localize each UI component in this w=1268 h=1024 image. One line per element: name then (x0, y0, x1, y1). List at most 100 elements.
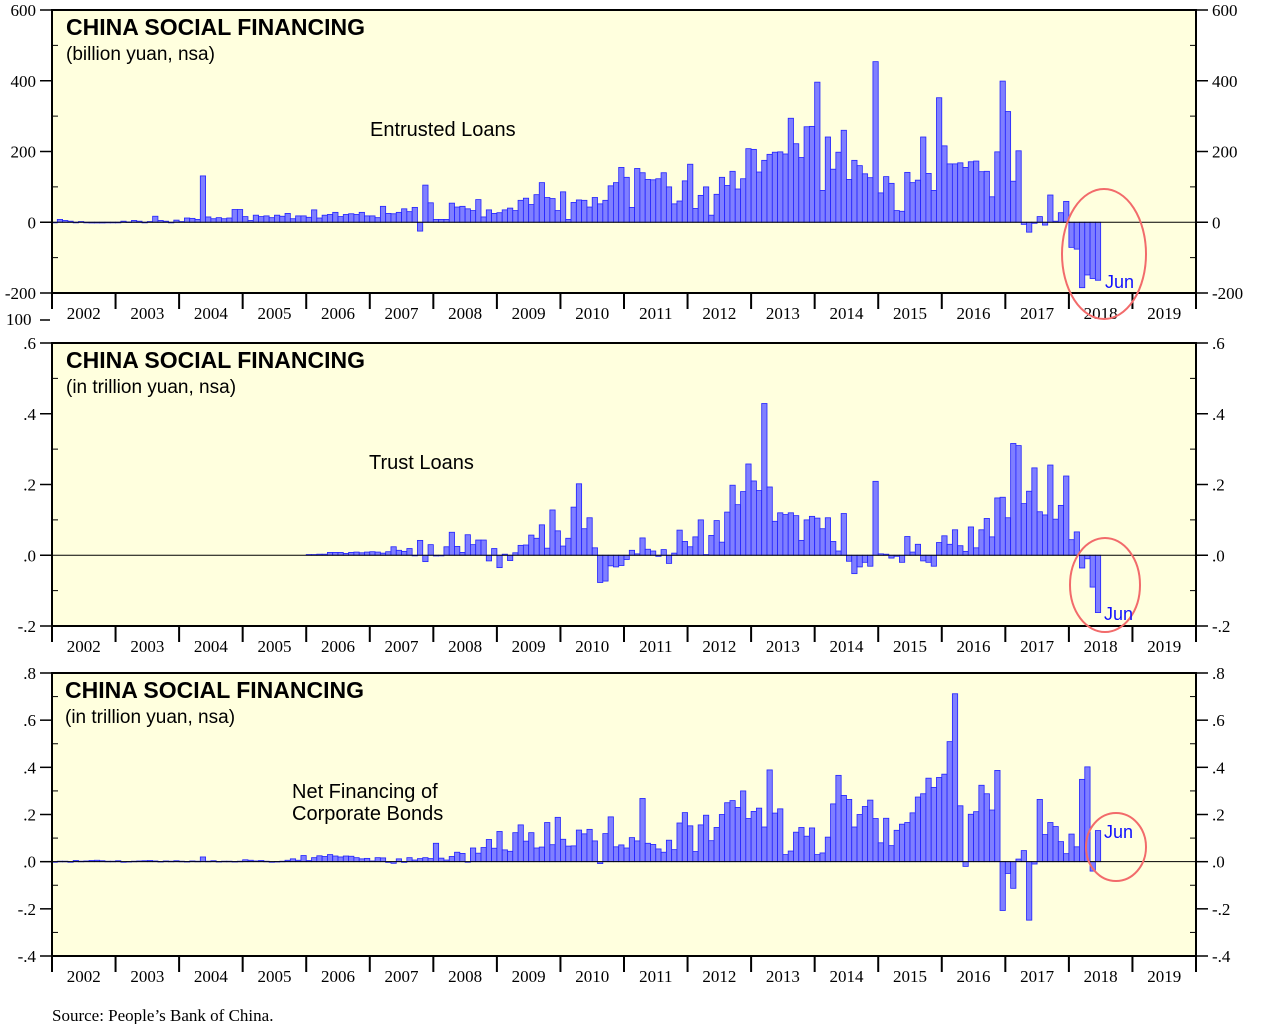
bar (989, 196, 996, 223)
bar (607, 185, 614, 223)
y-tick-label-left: .2 (23, 806, 36, 825)
bar (549, 509, 556, 556)
y-tick-label-right: 600 (1212, 1, 1238, 20)
bar (1079, 778, 1086, 863)
bar (1068, 221, 1075, 248)
x-tick-label: 2016 (957, 967, 991, 986)
bar (824, 517, 831, 556)
bar (342, 214, 349, 223)
bar (199, 856, 207, 863)
bar (274, 214, 281, 223)
bar (745, 818, 752, 863)
bar (846, 799, 853, 863)
bar (798, 827, 805, 863)
source-note: Source: People’s Bank of China. (52, 1006, 273, 1024)
y-tick-label-right: 200 (1212, 143, 1238, 162)
x-tick-label: 2011 (639, 637, 672, 656)
bar (189, 217, 196, 223)
bar (289, 218, 297, 223)
bar (872, 61, 879, 223)
bar (364, 215, 371, 223)
bar (385, 213, 392, 223)
annotation-jun: Jun (1104, 604, 1133, 624)
annotation-circle (1061, 188, 1147, 320)
bar (983, 518, 990, 556)
bar (268, 217, 275, 223)
bar (517, 199, 524, 223)
y-tick-label-left: .0 (23, 853, 36, 872)
bar (522, 197, 530, 223)
bar (607, 554, 614, 567)
x-tick-label: 2006 (321, 304, 355, 323)
bar (1084, 554, 1091, 560)
bar (581, 199, 588, 223)
bar (660, 172, 667, 223)
bar (501, 209, 508, 223)
bar (967, 813, 974, 863)
x-tick-label: 2004 (194, 637, 229, 656)
x-tick-label: 2013 (766, 637, 800, 656)
bar (480, 539, 487, 556)
bar (930, 190, 937, 223)
bar (1042, 834, 1049, 863)
bar (522, 840, 530, 863)
y-tick-label-left: .6 (23, 334, 36, 353)
bar (628, 837, 635, 863)
panel-entrusted-loans: 600 600 400 400 200 200 0 0 -200 -200 2002 2003 2004… (5, 1, 1243, 323)
bar (798, 157, 805, 223)
bar (1089, 554, 1096, 588)
bar (379, 205, 387, 223)
bar (978, 529, 985, 556)
series-label-line-1: Net Financing of (292, 781, 438, 803)
y-tick-label-right: .0 (1212, 546, 1225, 565)
bar (893, 829, 900, 863)
bar (803, 126, 810, 223)
bar (623, 176, 630, 223)
y-tick-label-right: .2 (1212, 806, 1225, 825)
bar (819, 852, 826, 863)
bar (808, 515, 816, 556)
x-tick-label: 2009 (512, 304, 546, 323)
bar (904, 822, 911, 863)
y-tick-label-left: -.2 (18, 900, 36, 919)
bar (231, 209, 238, 223)
bar (311, 857, 318, 863)
bar (618, 844, 625, 863)
bar (925, 554, 932, 563)
stray-axis-label: 100 (6, 310, 32, 329)
y-tick-label-right: .4 (1212, 758, 1225, 777)
y-tick-label-right: .2 (1212, 476, 1225, 495)
bar (369, 215, 376, 223)
bar (851, 554, 858, 575)
panel-trust-loans: .6 .6 .4 .4 .2 .2 .0 .0 -.2 -.2 2002 2003 2004 2005 20… (18, 334, 1231, 656)
bar (258, 216, 265, 223)
bar (485, 209, 492, 223)
bar (660, 851, 667, 863)
bar (914, 179, 921, 223)
bar (560, 838, 567, 863)
x-tick-label: 2008 (448, 967, 482, 986)
bar (740, 491, 747, 556)
bar (798, 539, 805, 556)
bar (665, 554, 673, 564)
bar (242, 216, 249, 223)
x-tick-label: 2017 (1020, 304, 1055, 323)
bar (618, 167, 625, 223)
bar (967, 526, 974, 556)
bar (528, 204, 535, 223)
bar (999, 861, 1006, 911)
x-tick-label: 2014 (829, 637, 864, 656)
bar (1015, 150, 1022, 223)
bar (342, 855, 349, 863)
bar (1063, 475, 1070, 556)
bar (920, 793, 927, 863)
bar (327, 854, 334, 863)
bar (422, 184, 429, 223)
bar (221, 218, 228, 223)
chart-title: CHINA SOCIAL FINANCING (65, 677, 364, 703)
bar (793, 831, 800, 863)
bar (771, 812, 778, 863)
bar (824, 836, 831, 863)
x-tick-label: 2014 (829, 304, 864, 323)
bar (459, 853, 466, 863)
